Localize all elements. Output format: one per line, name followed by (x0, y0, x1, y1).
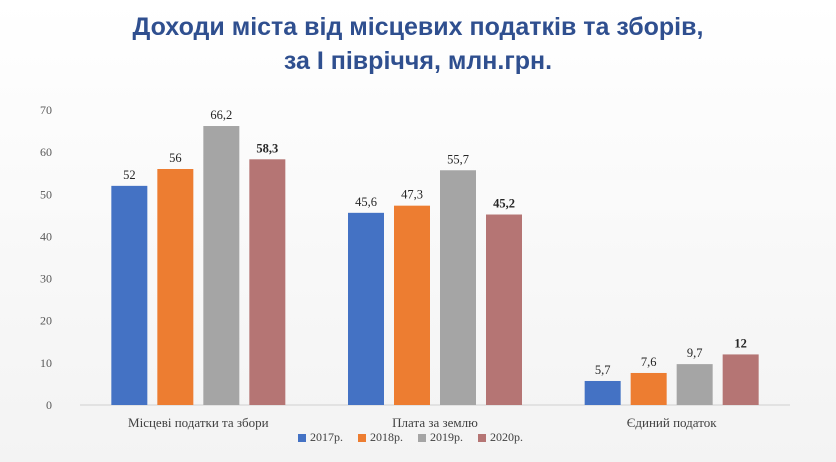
y-tick-label: 0 (46, 398, 52, 412)
legend-label: 2019р. (430, 430, 463, 444)
bar (203, 126, 240, 405)
data-label: 7,6 (641, 355, 657, 369)
data-label: 66,2 (210, 108, 232, 122)
bar (584, 380, 621, 405)
y-tick-label: 60 (40, 145, 52, 159)
bar (630, 372, 667, 405)
bar (440, 170, 476, 405)
category-label: Єдиний податок (627, 415, 717, 430)
data-label: 55,7 (447, 152, 469, 166)
legend-swatch (478, 434, 486, 442)
bar (394, 205, 430, 405)
y-tick-label: 30 (40, 272, 52, 286)
data-label: 9,7 (687, 346, 703, 360)
bar (676, 364, 713, 405)
bar (157, 169, 194, 405)
legend-swatch (358, 434, 366, 442)
legend-swatch (298, 434, 306, 442)
data-label: 58,3 (256, 141, 278, 155)
y-tick-label: 40 (40, 229, 52, 243)
bar (249, 159, 286, 405)
data-label: 56 (169, 151, 182, 165)
legend-label: 2020р. (490, 430, 523, 444)
y-tick-label: 50 (40, 187, 52, 201)
legend-swatch (418, 434, 426, 442)
bar (486, 214, 522, 405)
data-label: 45,2 (493, 197, 515, 211)
legend-label: 2018р. (370, 430, 403, 444)
data-label: 5,7 (595, 363, 611, 377)
category-label: Місцеві податки та збори (128, 415, 269, 430)
legend-label: 2017р. (310, 430, 343, 444)
data-label: 47,3 (401, 188, 423, 202)
y-tick-label: 70 (40, 103, 52, 117)
bar (348, 212, 384, 405)
category-label: Плата за землю (392, 415, 478, 430)
data-label: 12 (734, 336, 747, 350)
chart-title: Доходи міста від місцевих податків та зб… (0, 10, 836, 78)
data-label: 52 (123, 168, 136, 182)
y-tick-label: 20 (40, 314, 52, 328)
bar (722, 354, 759, 405)
chart-title-line-2: за I півріччя, млн.грн. (283, 47, 553, 75)
data-label: 45,6 (355, 195, 377, 209)
y-tick-label: 10 (40, 356, 52, 370)
bar (111, 185, 148, 405)
chart-title-line-1: Доходи міста від місцевих податків та зб… (132, 13, 704, 41)
